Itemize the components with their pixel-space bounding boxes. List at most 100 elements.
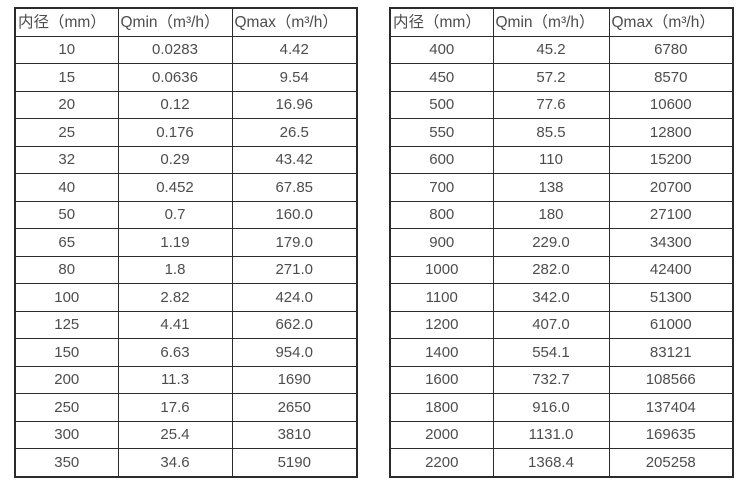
data-cell: 900 [389, 228, 494, 257]
header-row: 内径（mm） Qmin（m³/h） Qmax（m³/h） [389, 7, 734, 37]
header-cell: Qmax（m³/h） [608, 7, 734, 37]
flow-table-left: 内径（mm） Qmin（m³/h） Qmax（m³/h） 10 0.0283 4.42 1… [14, 7, 358, 478]
data-cell: 0.0283 [117, 35, 233, 64]
header-cell: 内径（mm） [14, 7, 119, 37]
header-cell: Qmax（m³/h） [231, 7, 358, 37]
data-cell: 10600 [608, 90, 734, 119]
data-cell: 1800 [389, 393, 494, 422]
data-cell: 1.8 [117, 255, 233, 284]
table-row: 10 0.0283 4.42 [14, 35, 358, 64]
data-cell: 16.96 [231, 90, 358, 119]
data-cell: 25 [14, 118, 119, 147]
data-cell: 80 [14, 255, 119, 284]
table-row: 800 180 27100 [389, 200, 734, 229]
table-row: 80 1.8 271.0 [14, 255, 358, 284]
data-cell: 407.0 [492, 310, 610, 339]
data-cell: 550 [389, 118, 494, 147]
data-cell: 700 [389, 173, 494, 202]
table-row: 150 6.63 954.0 [14, 338, 358, 367]
data-cell: 26.5 [231, 118, 358, 147]
data-cell: 65 [14, 228, 119, 257]
data-cell: 50 [14, 200, 119, 229]
data-cell: 0.0636 [117, 63, 233, 92]
data-cell: 250 [14, 393, 119, 422]
data-cell: 67.85 [231, 173, 358, 202]
data-cell: 282.0 [492, 255, 610, 284]
table-row: 450 57.2 8570 [389, 63, 734, 92]
data-cell: 160.0 [231, 200, 358, 229]
data-cell: 400 [389, 35, 494, 64]
table-row: 500 77.6 10600 [389, 90, 734, 119]
data-cell: 229.0 [492, 228, 610, 257]
data-cell: 15200 [608, 145, 734, 174]
data-cell: 3810 [231, 420, 358, 449]
data-cell: 5190 [231, 448, 358, 477]
data-cell: 500 [389, 90, 494, 119]
data-cell: 61000 [608, 310, 734, 339]
data-cell: 450 [389, 63, 494, 92]
data-cell: 32 [14, 145, 119, 174]
data-cell: 0.7 [117, 200, 233, 229]
data-cell: 85.5 [492, 118, 610, 147]
data-cell: 2000 [389, 420, 494, 449]
data-cell: 40 [14, 173, 119, 202]
table-row: 1200 407.0 61000 [389, 310, 734, 339]
data-cell: 57.2 [492, 63, 610, 92]
data-cell: 34.6 [117, 448, 233, 477]
data-cell: 17.6 [117, 393, 233, 422]
data-cell: 1.19 [117, 228, 233, 257]
table-row: 600 110 15200 [389, 145, 734, 174]
table-row: 200 11.3 1690 [14, 365, 358, 394]
table-row: 350 34.6 5190 [14, 448, 358, 477]
data-cell: 1100 [389, 283, 494, 312]
data-cell: 424.0 [231, 283, 358, 312]
data-cell: 12800 [608, 118, 734, 147]
data-cell: 180 [492, 200, 610, 229]
header-row: 内径（mm） Qmin（m³/h） Qmax（m³/h） [14, 7, 358, 37]
table-row: 40 0.452 67.85 [14, 173, 358, 202]
data-cell: 1368.4 [492, 448, 610, 477]
data-cell: 554.1 [492, 338, 610, 367]
data-cell: 916.0 [492, 393, 610, 422]
table-row: 400 45.2 6780 [389, 35, 734, 64]
table-row: 1100 342.0 51300 [389, 283, 734, 312]
data-cell: 800 [389, 200, 494, 229]
data-cell: 42400 [608, 255, 734, 284]
data-cell: 662.0 [231, 310, 358, 339]
table-row: 700 138 20700 [389, 173, 734, 202]
data-cell: 6.63 [117, 338, 233, 367]
data-cell: 77.6 [492, 90, 610, 119]
table-row: 1000 282.0 42400 [389, 255, 734, 284]
data-cell: 8570 [608, 63, 734, 92]
data-cell: 2200 [389, 448, 494, 477]
table-row: 25 0.176 26.5 [14, 118, 358, 147]
table-row: 2000 1131.0 169635 [389, 420, 734, 449]
flow-table-right: 内径（mm） Qmin（m³/h） Qmax（m³/h） 400 45.2 6780 45… [389, 7, 734, 478]
data-cell: 300 [14, 420, 119, 449]
data-cell: 179.0 [231, 228, 358, 257]
table-row: 2200 1368.4 205258 [389, 448, 734, 477]
table-header-left: 内径（mm） Qmin（m³/h） Qmax（m³/h） [14, 7, 358, 37]
data-cell: 1690 [231, 365, 358, 394]
data-cell: 45.2 [492, 35, 610, 64]
table-header-right: 内径（mm） Qmin（m³/h） Qmax（m³/h） [389, 7, 734, 37]
data-cell: 205258 [608, 448, 734, 477]
table-row: 32 0.29 43.42 [14, 145, 358, 174]
data-cell: 108566 [608, 365, 734, 394]
table-row: 125 4.41 662.0 [14, 310, 358, 339]
data-cell: 51300 [608, 283, 734, 312]
data-cell: 2.82 [117, 283, 233, 312]
data-cell: 4.41 [117, 310, 233, 339]
data-cell: 2650 [231, 393, 358, 422]
data-cell: 600 [389, 145, 494, 174]
table-row: 250 17.6 2650 [14, 393, 358, 422]
table-row: 1800 916.0 137404 [389, 393, 734, 422]
table-row: 65 1.19 179.0 [14, 228, 358, 257]
table-row: 20 0.12 16.96 [14, 90, 358, 119]
data-cell: 1000 [389, 255, 494, 284]
data-cell: 83121 [608, 338, 734, 367]
data-cell: 43.42 [231, 145, 358, 174]
data-cell: 100 [14, 283, 119, 312]
data-cell: 27100 [608, 200, 734, 229]
